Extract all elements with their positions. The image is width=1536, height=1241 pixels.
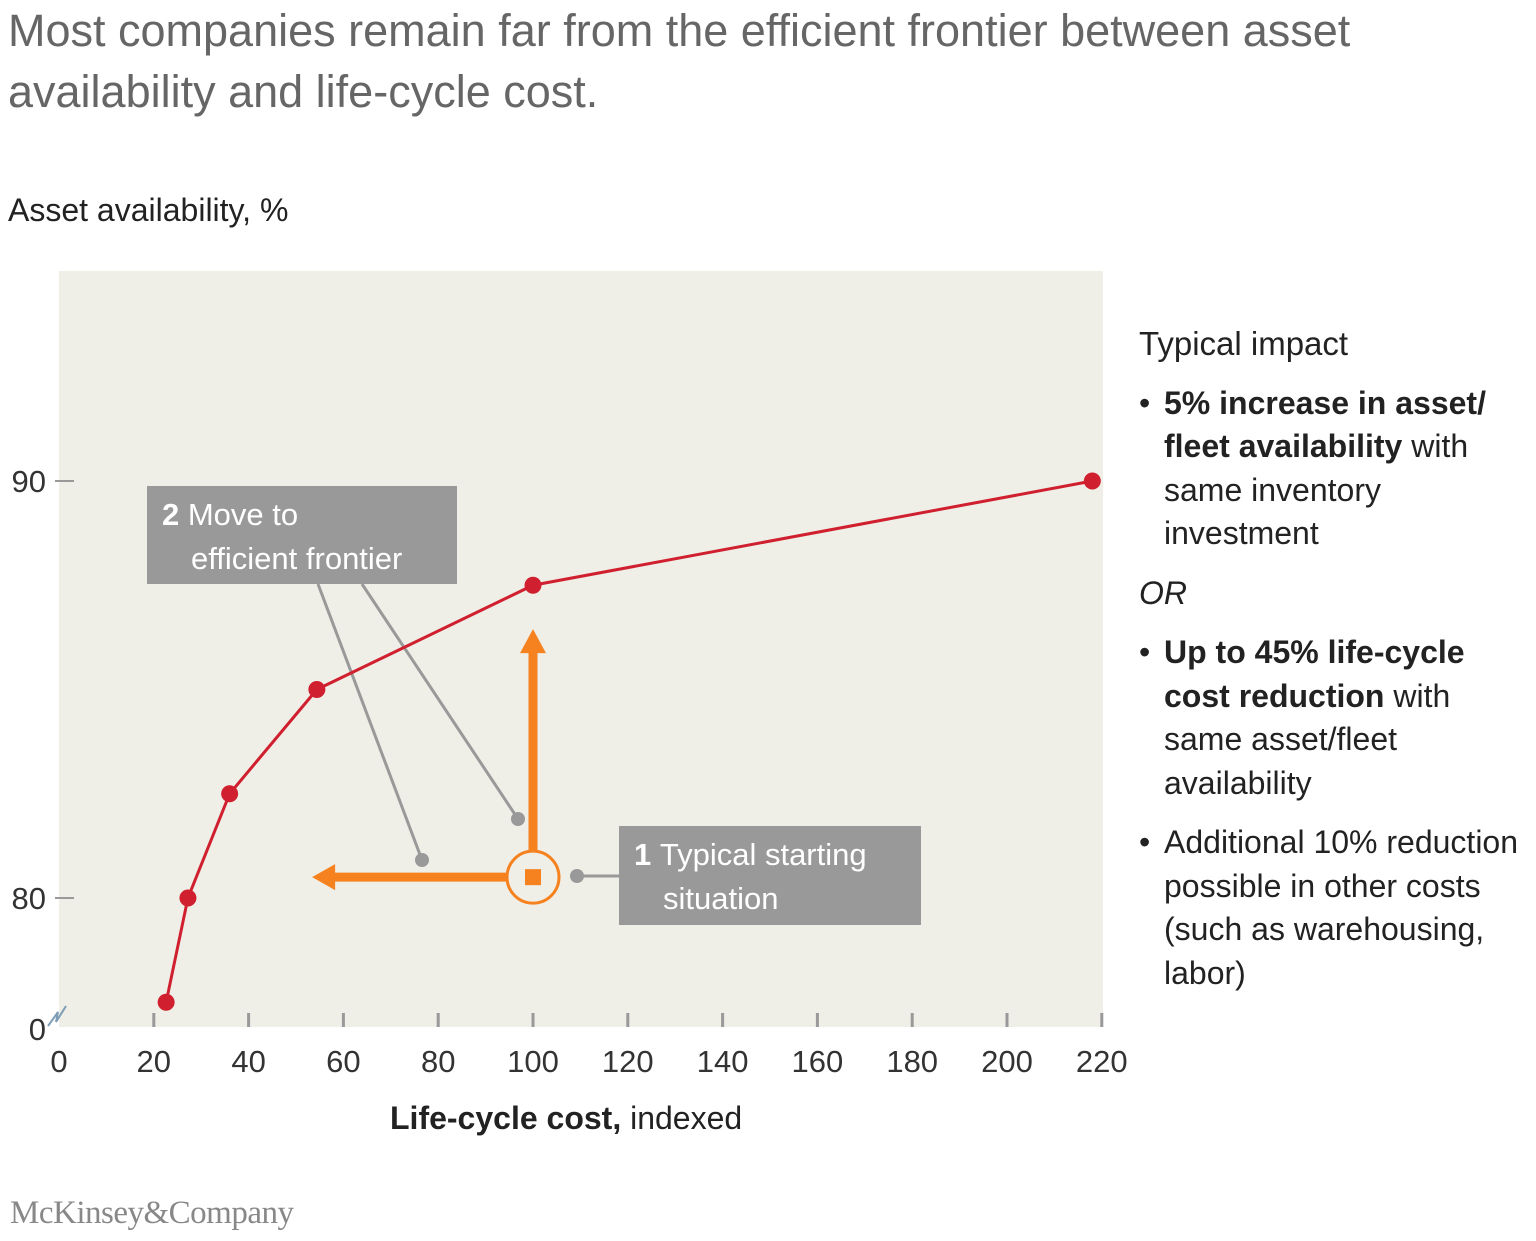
callout-leader-dot	[415, 853, 429, 867]
bullet-2-bold: Up to 45% life-cycle cost reduction	[1164, 634, 1465, 714]
y-tick-label: 0	[29, 1012, 46, 1047]
x-tick-label: 20	[137, 1044, 171, 1079]
frontier-point	[524, 576, 542, 594]
impact-or: OR	[1139, 574, 1187, 611]
frontier-point	[1083, 472, 1101, 490]
x-tick-label: 160	[792, 1044, 844, 1079]
frontier-point	[157, 993, 175, 1011]
callout-number: 2	[162, 497, 188, 532]
callout-box	[619, 826, 921, 925]
bullet-1-text: with same inventory investment	[1164, 428, 1469, 551]
callout-line-1: 1 Typical starting	[634, 837, 867, 872]
y-axis-label: Asset availability, %	[8, 192, 288, 229]
callout-line-2: efficient frontier	[191, 541, 402, 576]
callout-text: Typical starting	[660, 837, 867, 872]
x-tick-label: 80	[421, 1044, 455, 1079]
callout-number: 1	[634, 837, 660, 872]
impact-bullet-3: Additional 10% reduction possible in oth…	[1139, 821, 1534, 995]
x-tick-label: 220	[1076, 1044, 1128, 1079]
x-tick-label: 100	[507, 1044, 559, 1079]
y-axis-label-main: Asset availability,	[8, 192, 252, 228]
x-axis-label-unit: indexed	[621, 1100, 743, 1136]
x-tick-label: 120	[602, 1044, 654, 1079]
callout-leader-line	[316, 583, 424, 861]
x-tick-label: 140	[697, 1044, 749, 1079]
starting-point-marker	[525, 869, 541, 886]
callout-leader-dot	[511, 812, 525, 826]
mckinsey-logo: McKinsey&Company	[10, 1195, 294, 1231]
callout-leader-dot	[570, 869, 584, 883]
x-tick-label: 180	[886, 1044, 938, 1079]
efficient-frontier-line	[164, 479, 1093, 1003]
x-tick-label: 60	[326, 1044, 360, 1079]
frontier-point	[179, 889, 197, 907]
callout-text: Move to	[188, 497, 298, 532]
arrow-up-head	[520, 629, 546, 654]
x-tick-label: 0	[50, 1044, 67, 1079]
bullet-1-bold: 5% increase in asset/ fleet availability	[1164, 384, 1486, 465]
bullet-2-text: with same asset/fleet availability	[1164, 677, 1451, 801]
axis-break-icon	[47, 1005, 67, 1027]
frontier-point	[308, 681, 326, 698]
y-tick-label: 80	[12, 881, 46, 916]
impact-bullet-1: 5% increase in asset/ fleet availability…	[1139, 382, 1534, 556]
y-axis-label-unit: %	[251, 192, 289, 228]
callout-leader-line	[360, 583, 520, 820]
plot-area	[59, 271, 1103, 1027]
callout-line-1: 2 Move to	[162, 497, 298, 532]
arrow-left-head	[312, 864, 336, 891]
chart-title: Most companies remain far from the effic…	[8, 5, 1351, 117]
x-axis-label: Life-cycle cost, indexed	[390, 1100, 742, 1137]
y-tick-label: 90	[12, 464, 46, 499]
impact-bullet-2: Up to 45% life-cycle cost reduction with…	[1139, 631, 1534, 805]
frontier-point	[221, 785, 239, 803]
typical-impact-panel: Typical impact 5% increase in asset/ fle…	[1139, 322, 1534, 1011]
callout-box	[147, 486, 457, 584]
x-axis-label-main: Life-cycle cost,	[390, 1100, 622, 1136]
callout-line-2: situation	[663, 881, 778, 916]
impact-heading: Typical impact	[1139, 325, 1349, 362]
x-tick-label: 40	[231, 1044, 265, 1079]
x-tick-label: 200	[981, 1044, 1033, 1079]
